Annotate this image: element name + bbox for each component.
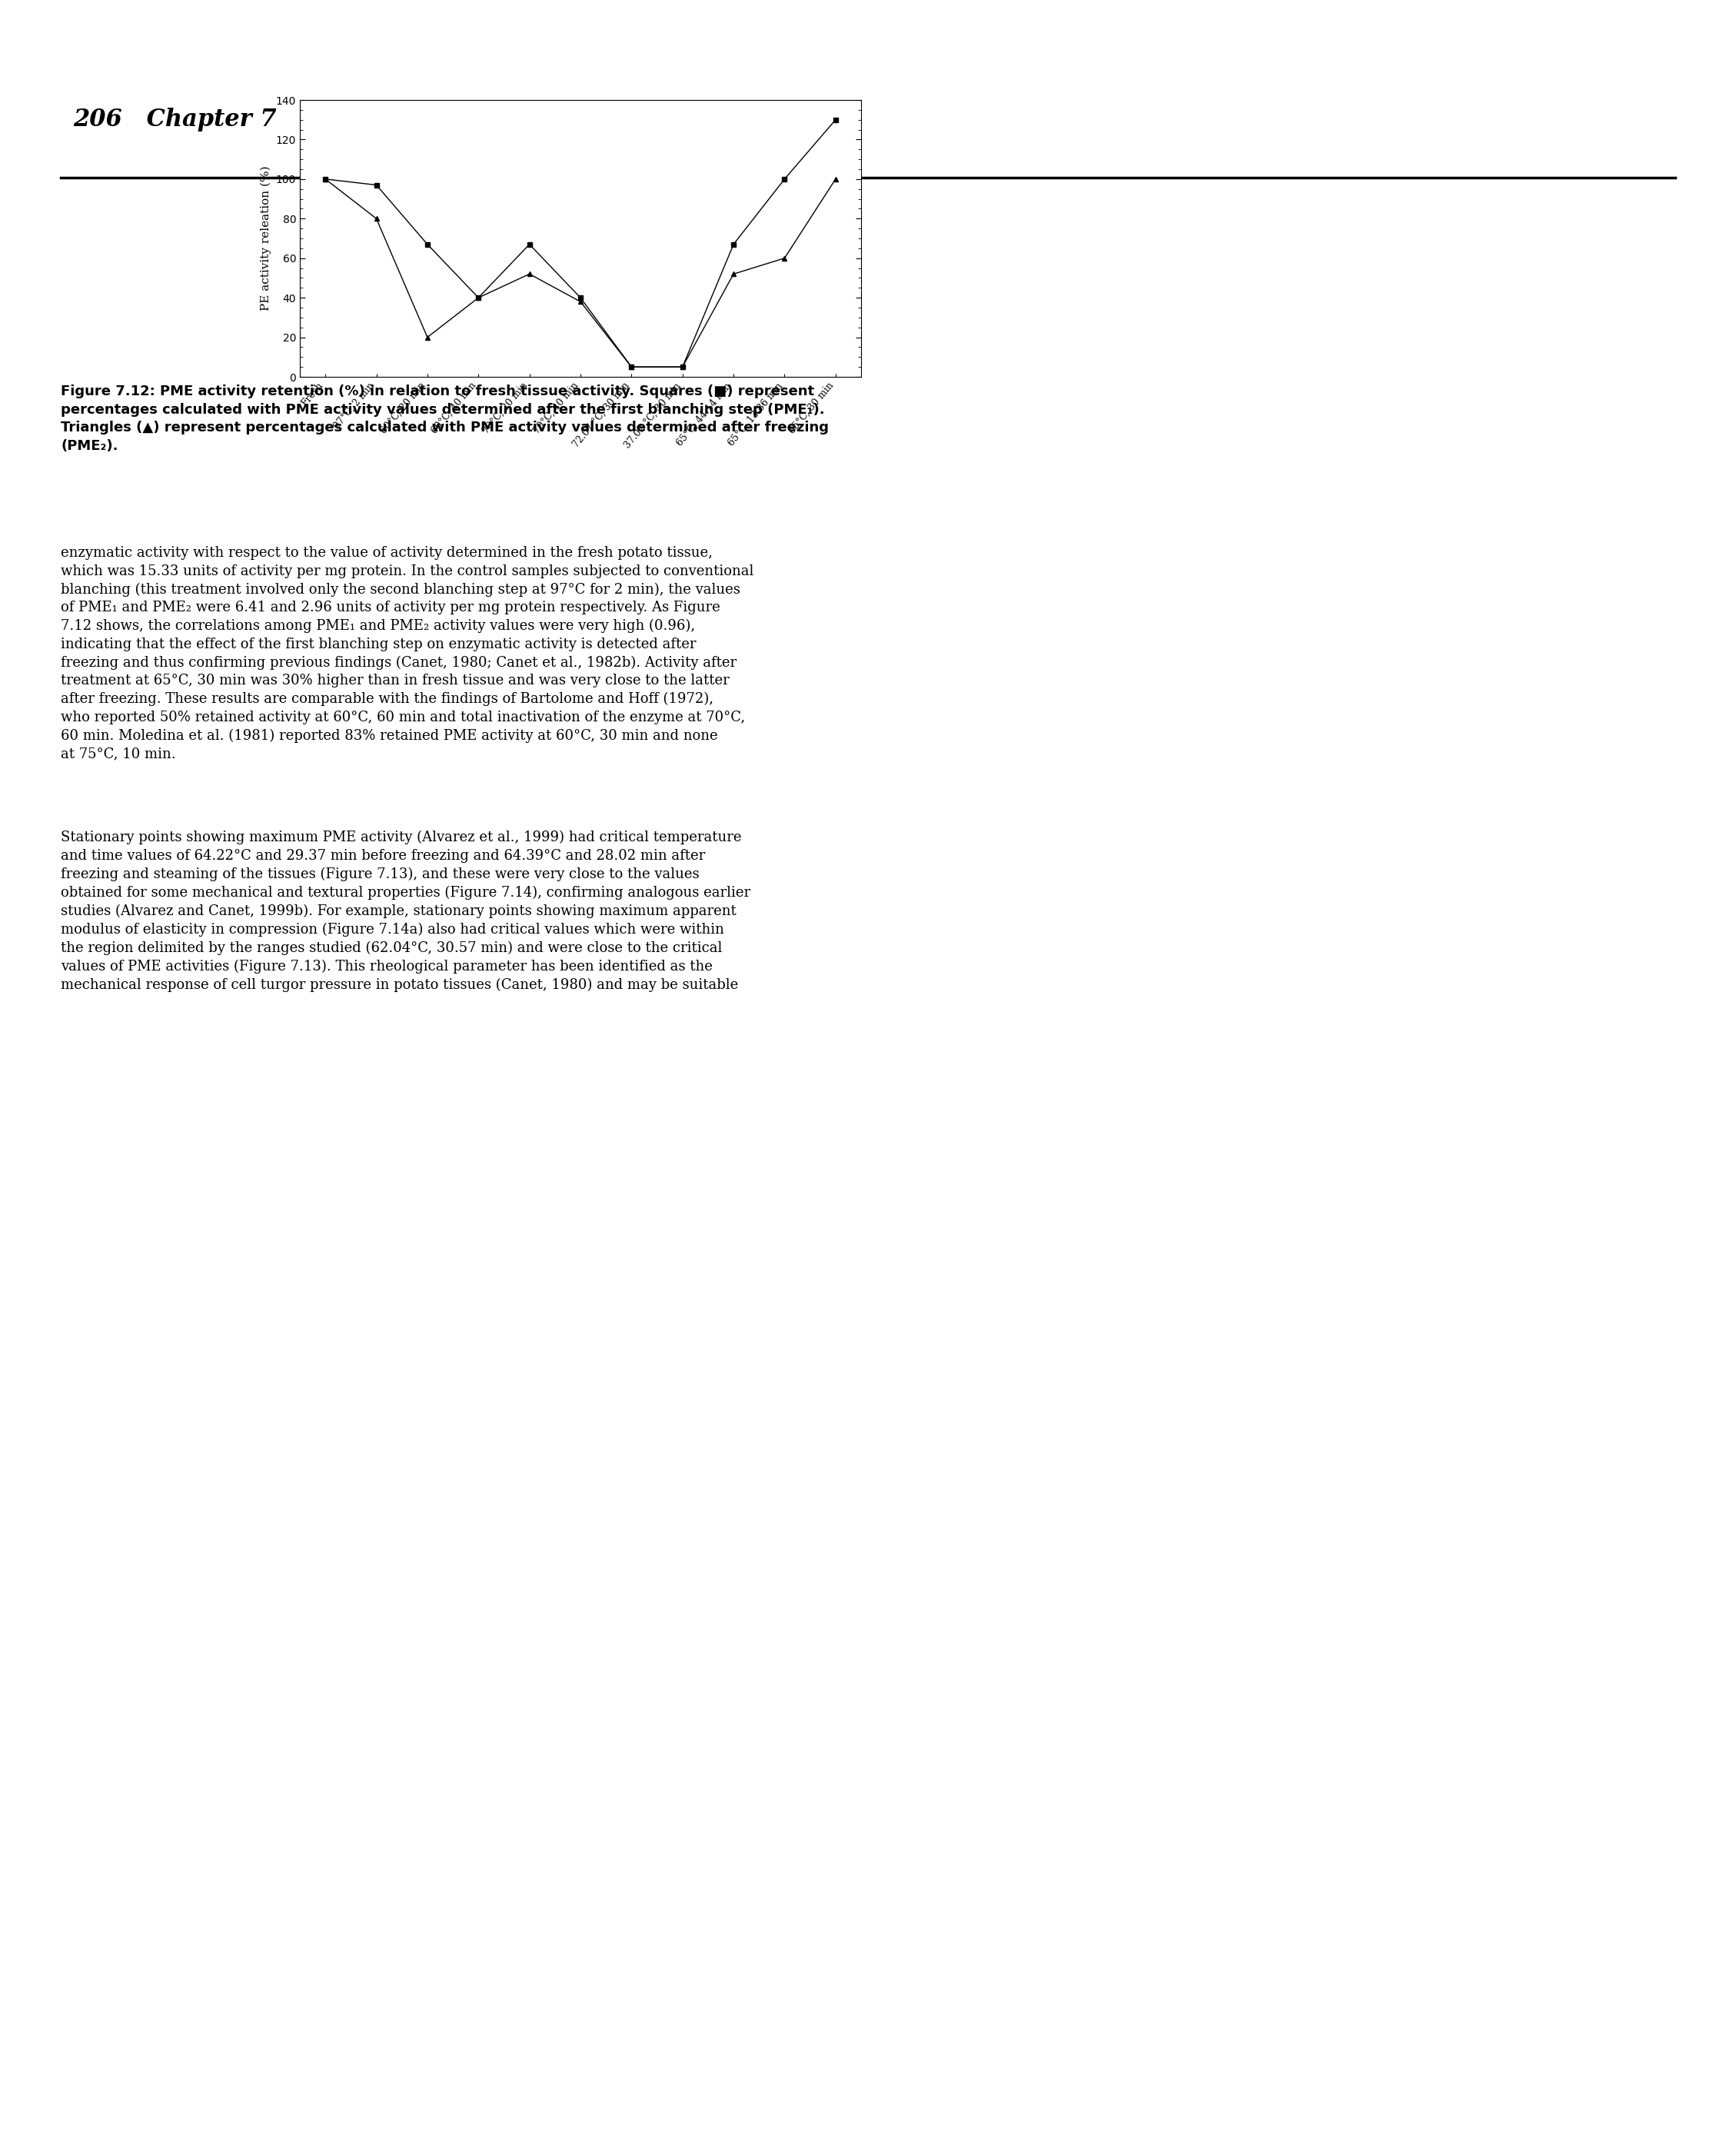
Text: enzymatic activity with respect to the value of activity determined in the fresh: enzymatic activity with respect to the v…	[61, 546, 753, 762]
Text: Stationary points showing maximum PME activity (Alvarez et al., 1999) had critic: Stationary points showing maximum PME ac…	[61, 830, 750, 992]
Text: 206   Chapter 7: 206 Chapter 7	[73, 107, 276, 132]
Text: Figure 7.12: PME activity retention (%) in relation to fresh tissue activity. Sq: Figure 7.12: PME activity retention (%) …	[61, 384, 828, 452]
Y-axis label: PE activity releation (%): PE activity releation (%)	[260, 166, 271, 312]
